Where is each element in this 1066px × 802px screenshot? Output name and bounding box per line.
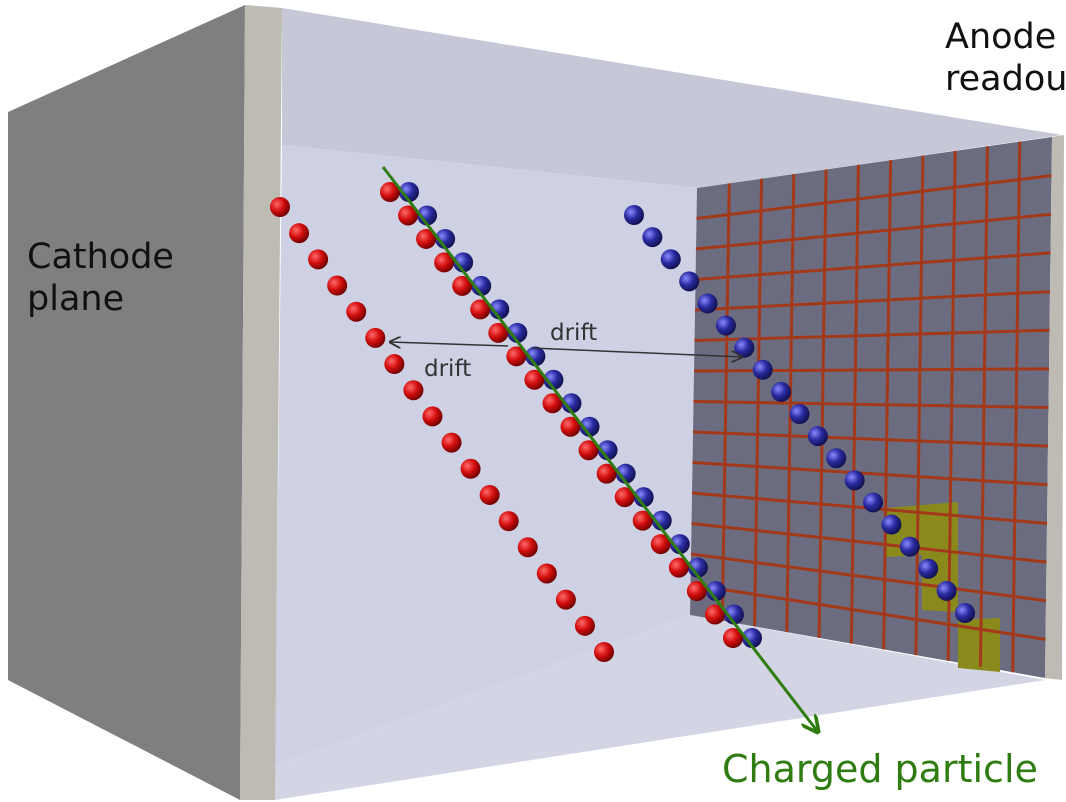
cathode-edge — [240, 5, 282, 800]
charge-dot — [955, 603, 975, 623]
charge-dot — [826, 448, 846, 468]
charge-dot — [556, 590, 576, 610]
cathode-label: plane — [27, 279, 124, 319]
particle-label: Charged particle — [722, 747, 1038, 791]
charge-dot — [642, 227, 662, 247]
charge-dot — [845, 470, 865, 490]
charge-dot — [518, 537, 538, 557]
charge-dot — [698, 293, 718, 313]
charge-dot — [753, 360, 773, 380]
charge-dot — [480, 485, 500, 505]
charge-dot — [442, 433, 462, 453]
charge-dot — [594, 642, 614, 662]
charge-dot — [790, 404, 810, 424]
charge-dot — [422, 406, 442, 426]
diagram: Anode readout Cathode plane drift drift … — [0, 0, 1066, 802]
charge-dot — [716, 316, 736, 336]
charge-dot — [403, 380, 423, 400]
charge-dot — [327, 276, 347, 296]
charge-dot — [661, 249, 681, 269]
charge-dot — [918, 559, 938, 579]
cathode-wall — [8, 5, 245, 800]
charge-dot — [937, 581, 957, 601]
grid-line — [694, 369, 1049, 371]
charge-dot — [289, 223, 309, 243]
charge-dot — [624, 205, 644, 225]
drift-label: drift — [424, 356, 471, 382]
drift-label: drift — [550, 320, 597, 346]
charge-dot — [881, 515, 901, 535]
charge-dot — [499, 511, 519, 531]
anode-label: readout — [945, 59, 1066, 99]
charge-dot — [900, 537, 920, 557]
charge-dot — [346, 302, 366, 322]
charge-dot — [365, 328, 385, 348]
charge-dot — [679, 271, 699, 291]
charge-dot — [808, 426, 828, 446]
charge-dot — [537, 563, 557, 583]
charge-dot — [461, 459, 481, 479]
page: Anode readout Cathode plane drift drift … — [0, 0, 1066, 802]
charge-dot — [575, 616, 595, 636]
charge-dot — [270, 197, 290, 217]
cathode-label: Cathode — [27, 237, 174, 277]
charge-dot — [384, 354, 404, 374]
charge-dot — [863, 492, 883, 512]
anode-label: Anode — [945, 17, 1056, 57]
charge-dot — [771, 382, 791, 402]
charge-dot — [308, 249, 328, 269]
charge-dot — [734, 338, 754, 358]
